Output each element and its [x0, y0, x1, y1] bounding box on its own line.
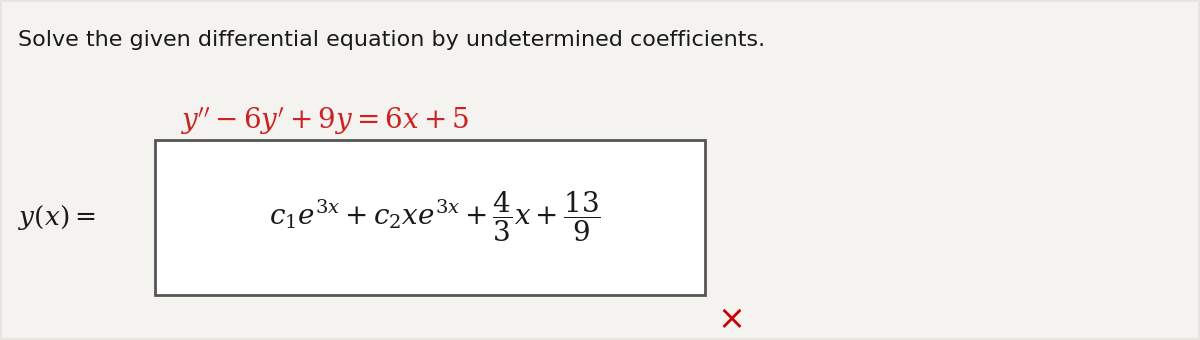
Text: Solve the given differential equation by undetermined coefficients.: Solve the given differential equation by…	[18, 30, 766, 50]
Text: $y(x) =$: $y(x) =$	[18, 203, 96, 232]
FancyBboxPatch shape	[155, 140, 706, 295]
Text: $c_1 e^{3x} + c_2 x e^{3x} + \dfrac{4}{3}x + \dfrac{13}{9}$: $c_1 e^{3x} + c_2 x e^{3x} + \dfrac{4}{3…	[269, 190, 601, 244]
Text: $\times$: $\times$	[718, 302, 743, 335]
Text: $y'' - 6y' + 9y = 6x + 5$: $y'' - 6y' + 9y = 6x + 5$	[180, 105, 469, 137]
